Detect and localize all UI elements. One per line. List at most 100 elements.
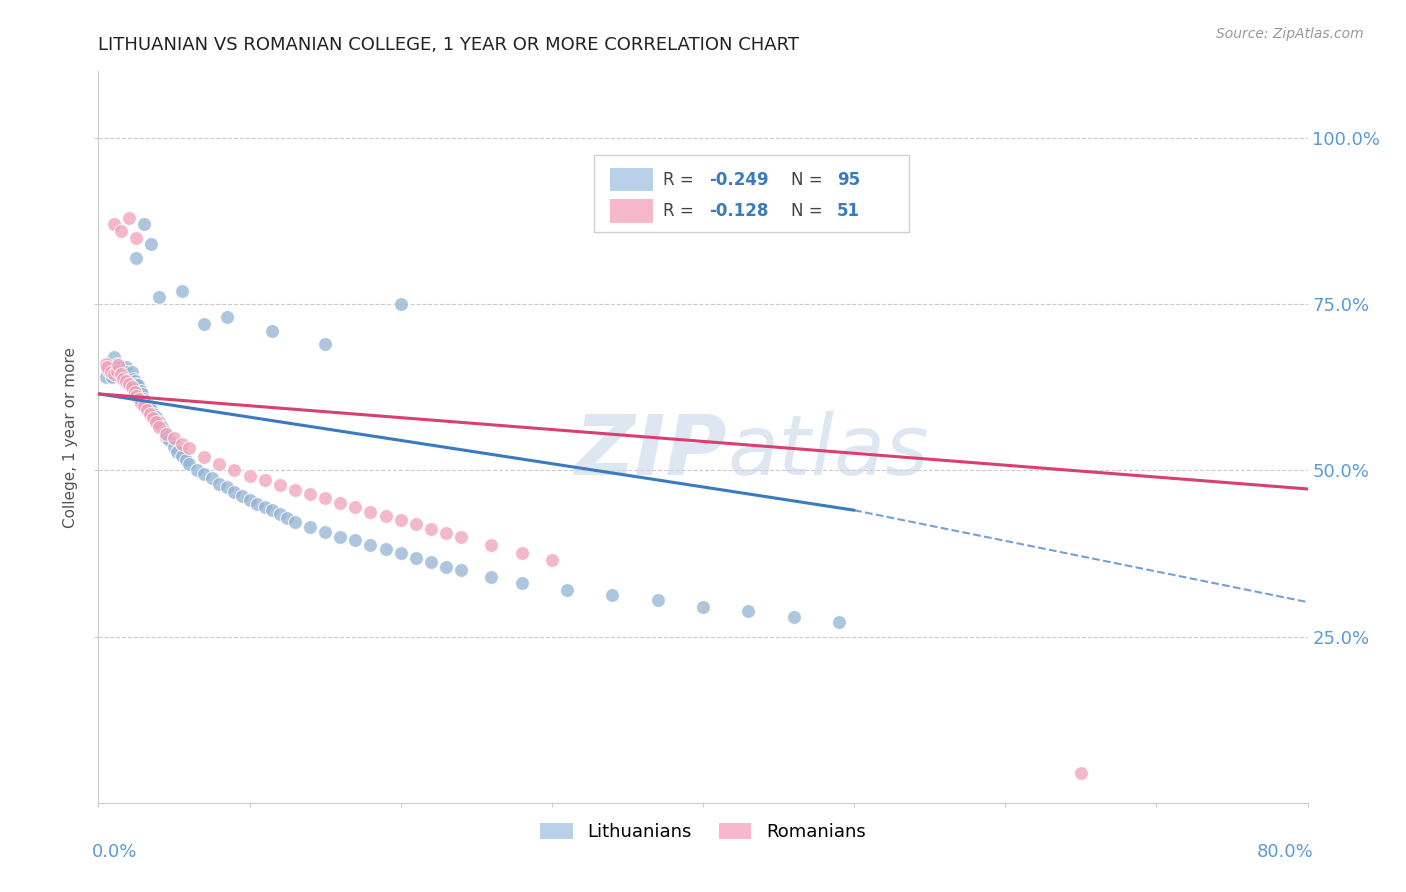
Text: 95: 95 [837, 170, 860, 189]
Point [108, 370, 131, 384]
Point [269, 507, 291, 521]
Point [420, 522, 443, 536]
Point [105, 357, 128, 371]
Point [124, 374, 146, 388]
Point [540, 553, 562, 567]
Point [692, 599, 714, 614]
Point [125, 230, 148, 244]
Point [114, 374, 136, 388]
Point [450, 563, 472, 577]
Point [215, 310, 238, 325]
Point [118, 211, 141, 225]
Point [314, 491, 336, 506]
Point [118, 370, 141, 384]
Text: Source: ZipAtlas.com: Source: ZipAtlas.com [1216, 27, 1364, 41]
Point [360, 504, 382, 518]
Point [132, 392, 155, 406]
Point [121, 370, 143, 384]
Point [141, 237, 163, 252]
Point [141, 403, 163, 417]
Point [179, 457, 201, 471]
Point [135, 403, 157, 417]
Point [148, 290, 170, 304]
Point [128, 384, 150, 399]
Point [434, 525, 457, 540]
Point [284, 515, 307, 529]
Point [1070, 765, 1092, 780]
Point [481, 570, 503, 584]
Point [434, 559, 457, 574]
Point [208, 457, 231, 471]
Point [114, 367, 136, 381]
Point [94, 357, 117, 371]
Point [163, 431, 186, 445]
Point [193, 467, 215, 481]
Point [224, 463, 246, 477]
Point [136, 398, 159, 412]
Point [374, 541, 396, 556]
Point [94, 370, 117, 384]
Point [737, 604, 759, 618]
Point [329, 530, 352, 544]
Point [101, 370, 124, 384]
Point [103, 357, 125, 371]
Point [360, 538, 382, 552]
Text: R =: R = [664, 202, 699, 220]
Point [344, 533, 367, 548]
Point [100, 365, 122, 379]
Legend: Lithuanians, Romanians: Lithuanians, Romanians [533, 816, 873, 848]
Point [103, 217, 125, 231]
Point [115, 371, 138, 385]
Point [405, 551, 427, 566]
Point [110, 367, 132, 381]
Point [481, 538, 503, 552]
Point [299, 487, 322, 501]
Text: 51: 51 [837, 202, 860, 220]
Point [118, 376, 141, 391]
Point [110, 367, 132, 381]
Point [124, 384, 146, 399]
Point [299, 520, 322, 534]
Point [163, 440, 186, 454]
Point [170, 449, 193, 463]
Point [201, 471, 224, 485]
Point [142, 411, 165, 425]
Point [405, 517, 427, 532]
Point [224, 484, 246, 499]
Point [159, 434, 181, 448]
Point [555, 582, 578, 597]
Point [107, 358, 129, 372]
Point [253, 473, 276, 487]
Text: N =: N = [792, 202, 828, 220]
Point [179, 442, 201, 456]
Point [103, 367, 125, 381]
Point [253, 500, 276, 514]
Point [128, 392, 150, 406]
Point [389, 297, 412, 311]
Point [344, 500, 367, 514]
Point [122, 371, 145, 385]
Point [155, 426, 177, 441]
Point [170, 436, 193, 450]
Text: ZIP: ZIP [575, 411, 727, 492]
Point [510, 546, 533, 560]
Point [121, 365, 143, 379]
Point [262, 503, 284, 517]
Point [129, 395, 152, 409]
Point [148, 420, 170, 434]
Point [142, 407, 165, 421]
Text: 80.0%: 80.0% [1257, 843, 1313, 861]
Point [103, 351, 125, 365]
Point [193, 450, 215, 464]
Point [314, 337, 336, 351]
Point [231, 489, 253, 503]
Point [193, 317, 215, 331]
Point [105, 363, 128, 377]
Point [107, 360, 129, 375]
Bar [610, 199, 654, 223]
Point [131, 387, 153, 401]
Point [125, 251, 148, 265]
Point [239, 493, 262, 508]
Point [110, 360, 132, 375]
Point [389, 546, 412, 560]
